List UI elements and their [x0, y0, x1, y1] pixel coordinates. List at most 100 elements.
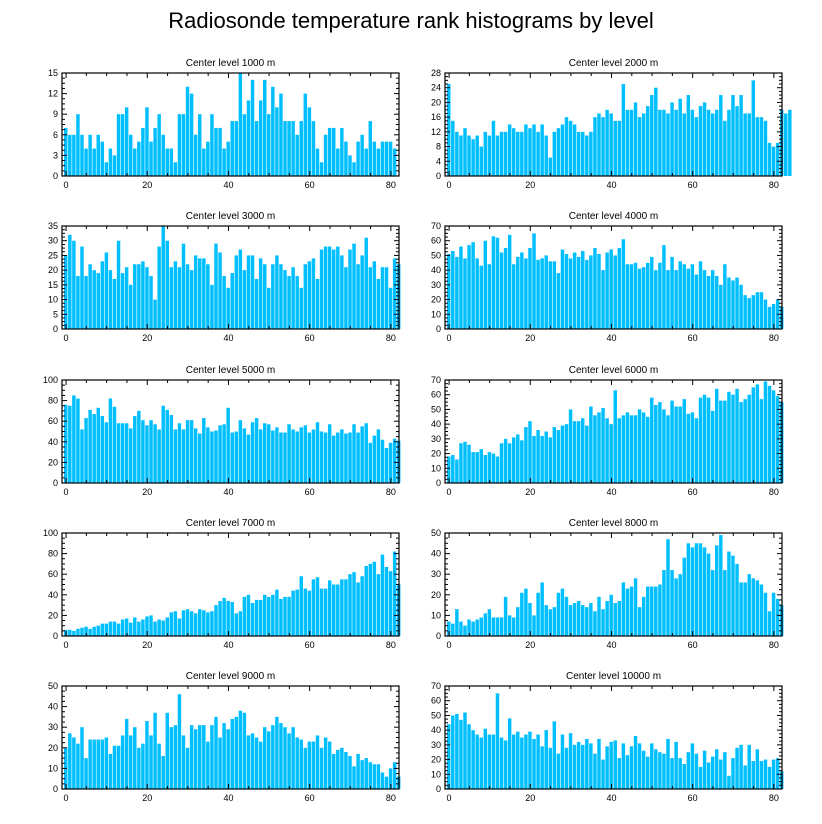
histogram-bar — [564, 596, 569, 636]
histogram-bar — [585, 738, 589, 789]
histogram-bar — [384, 776, 389, 789]
histogram-bar — [459, 246, 463, 329]
y-tick-label: 12 — [48, 89, 58, 99]
histogram-bar — [108, 621, 113, 636]
histogram-bar — [727, 109, 731, 176]
histogram-bar — [694, 274, 699, 329]
histogram-bar — [483, 728, 488, 789]
histogram-bar — [238, 710, 243, 789]
x-tick-label: 60 — [688, 640, 698, 650]
histogram-bar — [690, 412, 695, 483]
y-tick-label: 30 — [431, 740, 441, 750]
histogram-bar — [392, 148, 397, 176]
histogram-bar — [267, 287, 271, 329]
histogram-bar — [771, 146, 776, 176]
histogram-bar — [467, 444, 471, 483]
histogram-bar — [723, 570, 727, 636]
histogram-bar — [751, 761, 756, 789]
x-tick-label: 0 — [64, 793, 69, 803]
histogram-bar — [698, 261, 703, 329]
histogram-bar — [332, 435, 336, 483]
x-tick-label: 60 — [305, 333, 315, 343]
histogram-bar — [686, 95, 691, 176]
histogram-bar — [372, 561, 377, 636]
histogram-bar — [303, 425, 308, 483]
histogram-bar — [198, 258, 202, 329]
x-tick-label: 80 — [769, 487, 779, 497]
histogram-bar — [376, 148, 381, 176]
histogram-bar — [719, 284, 723, 329]
histogram-bar — [686, 268, 691, 329]
histogram-bar — [161, 405, 165, 483]
histogram-bar — [124, 718, 129, 789]
y-tick-label: 0 — [53, 631, 58, 641]
histogram-bar — [524, 124, 528, 176]
y-tick-label: 30 — [431, 434, 441, 444]
histogram-bar — [540, 435, 544, 483]
histogram-bar — [629, 415, 634, 483]
histogram-bar — [392, 762, 397, 789]
histogram-bar — [392, 438, 397, 483]
histogram-bar — [597, 412, 601, 483]
histogram-bar — [169, 612, 174, 636]
histogram-bar — [532, 615, 536, 636]
histogram-bar — [124, 107, 129, 176]
histogram-bar — [511, 264, 516, 329]
histogram-bar — [544, 135, 548, 176]
histogram-bar — [451, 120, 455, 176]
histogram-bar — [617, 248, 622, 329]
histogram-bar — [202, 258, 206, 329]
histogram-bar — [267, 114, 271, 176]
histogram-bar — [157, 114, 161, 176]
y-tick-label: 0 — [53, 784, 58, 794]
histogram-bar — [323, 246, 328, 329]
histogram-bar — [348, 155, 352, 176]
histogram-bar — [92, 739, 96, 789]
histogram-bar — [120, 735, 125, 789]
x-tick-label: 20 — [142, 333, 152, 343]
histogram-bar — [181, 610, 186, 636]
histogram-bar — [356, 264, 360, 329]
histogram-bar — [520, 252, 524, 329]
histogram-bar — [629, 264, 634, 329]
histogram-bar — [719, 759, 723, 789]
histogram-bar — [751, 295, 756, 329]
histogram-bar — [629, 109, 634, 176]
y-tick-label: 70 — [431, 375, 441, 385]
histogram-bar — [499, 131, 504, 176]
histogram-bar — [185, 609, 190, 636]
histogram-bar — [364, 423, 368, 483]
histogram-bar — [388, 571, 393, 636]
histogram-bar — [214, 605, 218, 636]
histogram-bar — [340, 747, 344, 789]
histogram-bar — [528, 421, 532, 483]
y-tick-label: 50 — [431, 528, 441, 538]
histogram-bar — [625, 109, 630, 176]
histogram-bar — [210, 284, 214, 329]
histogram-bar — [601, 117, 605, 176]
histogram-bar — [303, 264, 308, 329]
histogram-bar — [104, 252, 109, 329]
histogram-bar — [613, 255, 617, 329]
histogram-bar — [193, 613, 198, 636]
page-title: Radiosonde temperature rank histograms b… — [168, 8, 654, 33]
histogram-bar — [670, 570, 674, 636]
histogram-bar — [311, 579, 316, 636]
histogram-bar — [597, 253, 601, 329]
histogram-bar — [145, 425, 149, 483]
histogram-bar — [210, 611, 214, 636]
histogram-bar — [520, 440, 524, 483]
histogram-bar — [645, 416, 650, 483]
histogram-bar — [662, 570, 666, 636]
histogram-bar — [511, 437, 516, 483]
histogram-bar — [149, 276, 153, 329]
histogram-bar — [694, 753, 699, 789]
histogram-bar — [193, 134, 198, 176]
histogram-bar — [487, 264, 492, 329]
histogram-bar — [246, 735, 251, 789]
histogram-bar — [380, 439, 385, 483]
histogram-bar — [250, 79, 255, 176]
histogram-bar — [459, 135, 463, 176]
y-tick-label: 50 — [431, 404, 441, 414]
histogram-bar — [120, 273, 125, 329]
